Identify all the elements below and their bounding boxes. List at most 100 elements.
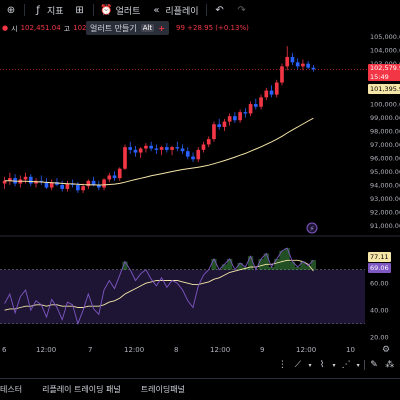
candle-body [269,90,274,95]
rsi-overbought-fill [211,258,217,270]
moving-average-line [4,117,314,186]
rsi-value-label: 77.11 [368,252,391,262]
alert-tooltip: 얼러트 만들기 Alt + [86,21,169,35]
replay-button[interactable]: « 리플레이 [145,0,203,20]
candle-body [144,145,148,149]
candle-body [253,104,258,107]
candle-body [248,104,253,114]
layout-icon: ⊞ [75,4,84,16]
candle-body [28,176,33,184]
undo-button[interactable]: ↶ [209,0,231,20]
candle-body [306,63,310,68]
price-tick-label: 94,000.00 [370,181,400,189]
rsi-tick-label: 40.00 [370,307,389,315]
candle-body [274,82,279,95]
alert-button[interactable]: ⏰ 얼러트 [96,0,146,20]
candle-body [212,124,216,140]
tooltip-shortcut: Alt [140,24,155,32]
candle-body [165,147,169,150]
price-tick-label: 93,000.00 [370,195,400,203]
indicators-icon: ƒ [36,4,40,16]
candle-body [238,112,242,121]
candle-body [112,175,117,179]
candle-body [175,147,180,149]
candles [2,46,316,193]
rsi-overbought-fill [247,256,254,270]
candle-body [180,148,185,152]
tooltip-plus-icon: + [158,23,165,33]
chevron-down-icon[interactable]: ▾ [308,361,312,369]
candle-body [280,66,284,83]
trend-line-icon[interactable]: ⟋ [294,360,302,370]
candle-body [159,147,164,150]
candle-body [138,148,143,153]
rsi-overbought-fill [284,248,290,270]
candle-body [259,97,263,107]
candle-body [123,147,127,169]
candle-body [133,149,138,153]
high-label: 고 [63,25,71,33]
candle-body [301,63,305,67]
candle-body [60,184,65,189]
rsi-overbought-fill [237,262,243,270]
candle-body [243,112,248,114]
candle-body [65,183,70,189]
drag-handle-icon[interactable]: ⋮ [277,360,287,370]
tab-trading-panel[interactable]: 트레이딩패널 [140,385,185,394]
rsi-value: 77.11 [370,253,389,261]
price-tick-label: 96,000.00 [370,154,400,162]
chevron-down-icon[interactable]: ▾ [356,361,360,369]
rsi-overbought-fill [300,261,306,270]
candle-body [44,182,49,188]
candle-body [96,184,101,188]
compare-button[interactable]: ⊕ [0,0,22,20]
alert-label: 얼러트 [115,6,141,17]
replay-label: 리플레이 [165,6,199,17]
tab-replay-trading-panel[interactable]: 리플레이 트레이딩 패널 [42,385,121,394]
rsi-overbought-fill [310,260,316,270]
pattern-icon[interactable]: ⋰ [341,360,351,370]
time-label: 7 [88,346,93,354]
chevron-down-icon[interactable]: ▾ [332,361,336,369]
tab-strategy-tester[interactable]: 테스터 [0,385,23,394]
brush-icon[interactable]: ✎ [370,360,378,370]
price-tick-label: 99,000.00 [370,114,400,122]
redo-button[interactable]: ↷ [231,0,253,20]
replay-icon: « [153,4,160,16]
event-marker-icon[interactable] [306,222,318,234]
ohlc-dot-icon: ● [2,24,9,32]
compare-icon: ⊕ [6,4,16,16]
price-tick-label: 91,000.00 [370,222,400,230]
toolbar-divider [24,4,25,16]
time-label: 12:00 [36,346,57,354]
open-label: 시 [11,25,18,33]
time-label: 10 [346,346,355,354]
candle-body [154,148,159,150]
candle-body [264,90,269,98]
alert-icon: ⏰ [100,4,113,16]
chart-area[interactable]: 105,000.00104,000.00103,000.00102,000.00… [0,20,400,344]
rsi-overbought-fill [279,250,285,270]
candle-body [128,147,133,150]
bottom-panel: 테스터 리플레이 트레이딩 패널 트레이딩패널 [0,378,400,400]
rsi-band [0,269,365,324]
redo-icon: ↷ [237,4,246,16]
candle-body [117,168,122,179]
rsi-overbought-fill [268,267,275,270]
layout-button[interactable]: ⊞ [69,0,91,20]
axis-settings-gear-icon[interactable]: ⚙ [382,345,391,355]
time-axis[interactable]: 6 12:00 7 12:00 8 12:00 9 12:00 10 [0,344,360,358]
candle-body [206,139,211,145]
candle-body [91,180,96,185]
current-price-label: 102,579.99 15:49 [368,64,400,81]
path-icon[interactable]: ⌇ [319,360,325,370]
price-axis[interactable]: 105,000.00104,000.00103,000.00102,000.00… [370,33,400,230]
rsi-overbought-fill [122,261,128,270]
candle-body [295,62,300,67]
candle-body [102,179,106,188]
rsi-overbought-fill [305,265,311,270]
shapes-icon[interactable]: ⁂ [385,360,395,370]
candle-body [233,116,237,121]
indicators-button[interactable]: ƒ 지표 [27,0,69,20]
